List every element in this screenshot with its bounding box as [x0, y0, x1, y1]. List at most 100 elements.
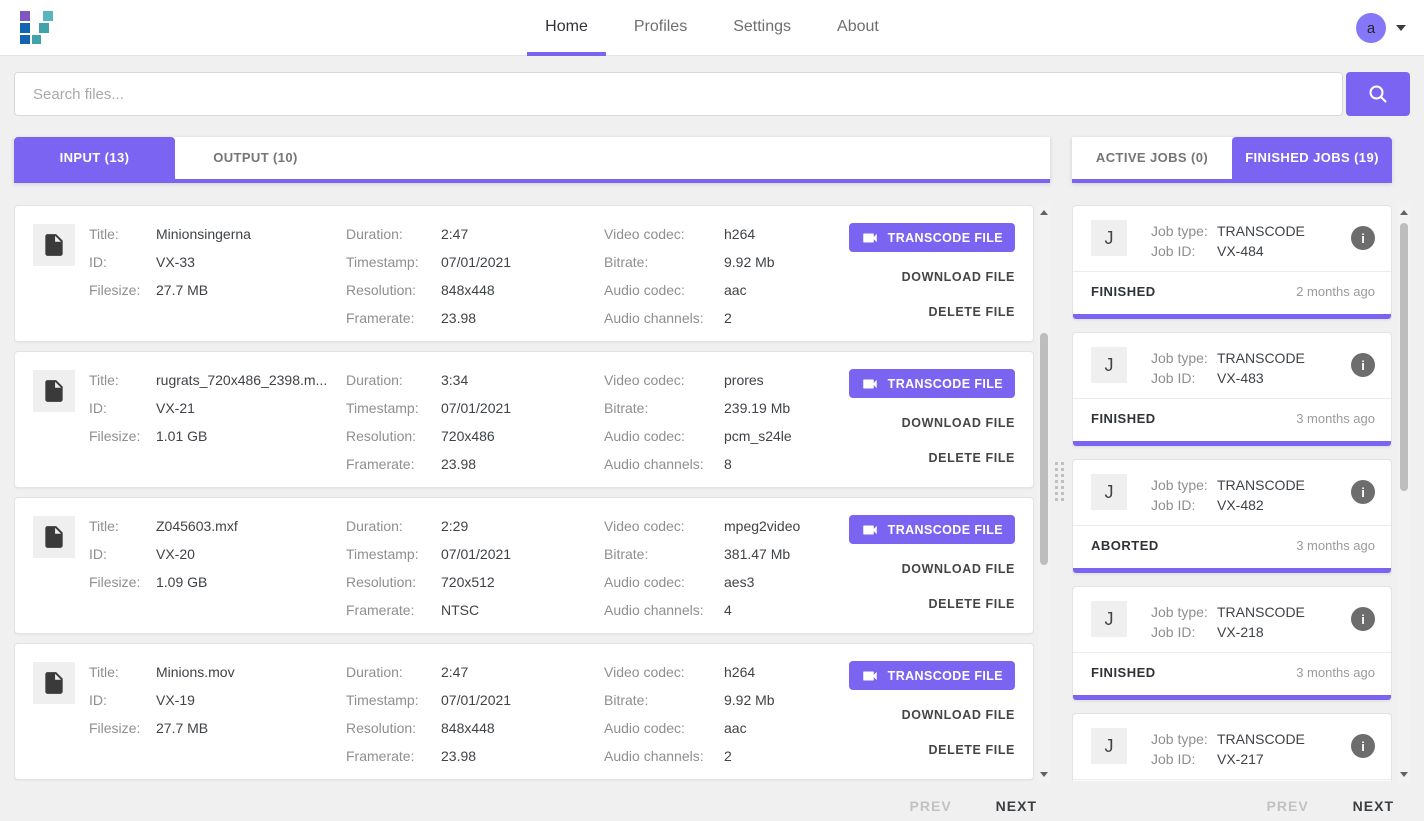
- job-status: ABORTED: [1091, 537, 1159, 553]
- job-status-row: FINISHED 2 months ago: [1073, 272, 1391, 310]
- info-icon[interactable]: i: [1351, 480, 1375, 504]
- jobs-pagination: PREV NEXT: [1072, 792, 1394, 820]
- file-title: Minions.mov: [156, 664, 235, 680]
- field-label-bitrate: Bitrate:: [604, 546, 649, 562]
- file-duration: 3:34: [441, 372, 469, 388]
- file-card: Title: rugrats_720x486_2398.m... ID: VX-21…: [14, 351, 1034, 488]
- field-label-resolution: Resolution:: [346, 720, 417, 736]
- file-video-codec: h264: [724, 664, 756, 680]
- search-input[interactable]: [14, 72, 1343, 116]
- file-card: Title: Z045603.mxf ID: VX-20 Filesize: 1.09…: [14, 497, 1034, 634]
- info-icon[interactable]: i: [1351, 353, 1375, 377]
- file-codec-info: Video codec: mpeg2video Bitrate: 381.47 Mb…: [604, 512, 800, 624]
- tab-active-jobs[interactable]: ACTIVE JOBS (0): [1072, 137, 1232, 179]
- tab-output[interactable]: OUTPUT (10): [175, 137, 336, 179]
- scrollbar-thumb[interactable]: [1040, 333, 1048, 565]
- file-id: VX-19: [156, 692, 195, 708]
- field-label-audio-channels: Audio channels:: [604, 602, 704, 618]
- panel-resize-handle[interactable]: [1055, 462, 1064, 501]
- field-label-audio-codec: Audio codec:: [604, 574, 685, 590]
- nav-item-profiles[interactable]: Profiles: [633, 18, 688, 35]
- prev-page-button[interactable]: PREV: [909, 798, 952, 814]
- transcode-file-label: TRANSCODE FILE: [887, 376, 1003, 391]
- app-logo[interactable]: [20, 10, 54, 46]
- field-label-timestamp: Timestamp:: [346, 692, 419, 708]
- file-card: Title: Minionsingerna ID: VX-33 Filesize: 2…: [14, 205, 1034, 342]
- scroll-up-button[interactable]: [1398, 205, 1410, 219]
- delete-file-link[interactable]: DELETE FILE: [928, 451, 1015, 465]
- delete-file-link[interactable]: DELETE FILE: [928, 743, 1015, 757]
- file-resolution: 848x448: [441, 720, 495, 736]
- transcode-file-label: TRANSCODE FILE: [887, 230, 1003, 245]
- prev-page-button[interactable]: PREV: [1266, 798, 1309, 814]
- job-list: J Job type: TRANSCODE Job ID: VX-484 i FIN…: [1072, 197, 1392, 781]
- job-status-row: FINISHED 3 months ago: [1073, 399, 1391, 437]
- nav-item-about[interactable]: About: [837, 18, 879, 35]
- file-actions: TRANSCODE FILE DOWNLOAD FILE DELETE FILE: [848, 223, 1015, 319]
- download-file-link[interactable]: DOWNLOAD FILE: [901, 708, 1015, 722]
- field-label-duration: Duration:: [346, 226, 403, 242]
- main-nav: Home Profiles Settings About: [0, 0, 1424, 56]
- next-page-button[interactable]: NEXT: [1352, 798, 1394, 814]
- tab-finished-jobs[interactable]: FINISHED JOBS (19): [1232, 137, 1392, 179]
- scroll-down-button[interactable]: [1038, 767, 1050, 781]
- field-label-bitrate: Bitrate:: [604, 692, 649, 708]
- job-list-scrollbar[interactable]: [1398, 205, 1410, 781]
- next-page-button[interactable]: NEXT: [995, 798, 1037, 814]
- avatar[interactable]: a: [1356, 13, 1386, 43]
- file-duration: 2:47: [441, 226, 469, 242]
- account-menu[interactable]: a: [1356, 0, 1406, 56]
- download-file-link[interactable]: DOWNLOAD FILE: [901, 416, 1015, 430]
- transcode-file-button[interactable]: TRANSCODE FILE: [848, 369, 1015, 398]
- file-codec-info: Video codec: h264 Bitrate: 9.92 Mb Audio c…: [604, 658, 775, 770]
- tab-input[interactable]: INPUT (13): [14, 137, 175, 179]
- file-audio-channels: 8: [724, 456, 732, 472]
- delete-file-link[interactable]: DELETE FILE: [928, 305, 1015, 319]
- file-resolution: 720x512: [441, 574, 495, 590]
- job-progress-bar: [1073, 695, 1391, 700]
- field-label-framerate: Framerate:: [346, 748, 415, 764]
- jobs-tab-bar: ACTIVE JOBS (0) FINISHED JOBS (19): [1072, 137, 1392, 183]
- field-label-duration: Duration:: [346, 372, 403, 388]
- field-label-duration: Duration:: [346, 518, 403, 534]
- file-media-info: Duration: 3:34 Timestamp: 07/01/2021 Resol…: [346, 366, 511, 478]
- triangle-down-icon: [1400, 771, 1408, 777]
- field-label-id: ID:: [89, 546, 107, 562]
- info-icon[interactable]: i: [1351, 734, 1375, 758]
- file-id: VX-20: [156, 546, 195, 562]
- download-file-link[interactable]: DOWNLOAD FILE: [901, 270, 1015, 284]
- triangle-up-icon: [1400, 209, 1408, 215]
- file-bitrate: 381.47 Mb: [724, 546, 791, 562]
- job-icon: J: [1091, 474, 1127, 510]
- file-icon: [33, 370, 75, 412]
- field-label-framerate: Framerate:: [346, 310, 415, 326]
- scroll-up-button[interactable]: [1038, 205, 1050, 219]
- job-progress-bar: [1073, 314, 1391, 319]
- nav-item-home[interactable]: Home: [527, 0, 606, 56]
- file-actions: TRANSCODE FILE DOWNLOAD FILE DELETE FILE: [848, 369, 1015, 465]
- file-list-scrollbar[interactable]: [1038, 205, 1050, 781]
- job-status: FINISHED: [1091, 283, 1156, 299]
- transcode-file-button[interactable]: TRANSCODE FILE: [848, 661, 1015, 690]
- top-nav-bar: Home Profiles Settings About a: [0, 0, 1424, 56]
- field-label-resolution: Resolution:: [346, 574, 417, 590]
- field-label-job-type: Job type:: [1151, 604, 1208, 620]
- file-timestamp: 07/01/2021: [441, 254, 512, 270]
- file-framerate: 23.98: [441, 748, 477, 764]
- transcode-file-button[interactable]: TRANSCODE FILE: [848, 515, 1015, 544]
- job-status-row: ABORTED 3 months ago: [1073, 526, 1391, 564]
- delete-file-link[interactable]: DELETE FILE: [928, 597, 1015, 611]
- file-card: Title: Minions.mov ID: VX-19 Filesize: 27.7…: [14, 643, 1034, 780]
- scrollbar-thumb[interactable]: [1400, 223, 1408, 491]
- info-icon[interactable]: i: [1351, 226, 1375, 250]
- field-label-video-codec: Video codec:: [604, 226, 685, 242]
- nav-item-settings[interactable]: Settings: [733, 18, 792, 35]
- chevron-down-icon[interactable]: [1396, 25, 1406, 31]
- info-icon[interactable]: i: [1351, 607, 1375, 631]
- download-file-link[interactable]: DOWNLOAD FILE: [901, 562, 1015, 576]
- field-label-job-type: Job type:: [1151, 731, 1208, 747]
- scroll-down-button[interactable]: [1398, 767, 1410, 781]
- search-button[interactable]: [1346, 72, 1410, 116]
- field-label-duration: Duration:: [346, 664, 403, 680]
- transcode-file-button[interactable]: TRANSCODE FILE: [848, 223, 1015, 252]
